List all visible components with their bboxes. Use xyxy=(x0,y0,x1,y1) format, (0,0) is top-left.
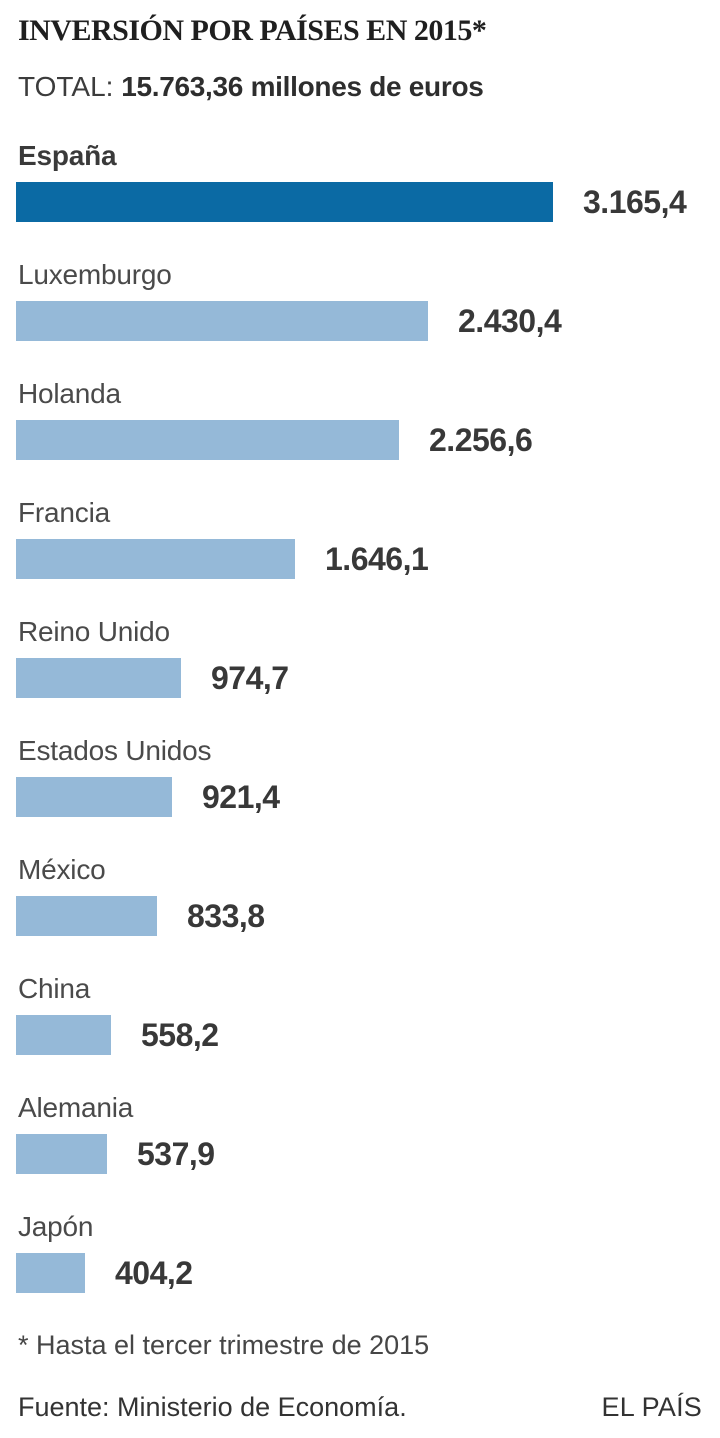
bar-row: Estados Unidos 921,4 xyxy=(16,734,704,817)
bar-value-label: 833,8 xyxy=(187,897,265,934)
bar-value-label: 537,9 xyxy=(137,1135,215,1172)
bar-value-label: 404,2 xyxy=(115,1254,193,1291)
bar xyxy=(16,1134,107,1174)
bar xyxy=(16,301,428,341)
total-line: TOTAL: 15.763,36 millones de euros xyxy=(18,70,704,103)
bar xyxy=(16,777,172,817)
source-row: Fuente: Ministerio de Economía. EL PAÍS xyxy=(18,1392,702,1423)
bar xyxy=(16,539,295,579)
chart-title: INVERSIÓN POR PAÍSES EN 2015* xyxy=(18,14,487,47)
bar-category-label: Alemania xyxy=(18,1092,134,1123)
bar-value-label: 974,7 xyxy=(211,659,289,696)
bar-category-label: México xyxy=(18,854,106,885)
bar-value-label: 921,4 xyxy=(202,778,280,815)
bar xyxy=(16,1015,111,1055)
bar-category-label: Luxemburgo xyxy=(18,259,172,290)
bar-line: 974,7 xyxy=(16,658,704,698)
bar-row: México 833,8 xyxy=(16,853,704,936)
bar-line: 404,2 xyxy=(16,1253,704,1293)
bar xyxy=(16,658,181,698)
bar-row: Alemania 537,9 xyxy=(16,1091,704,1174)
total-value: 15.763,36 millones de euros xyxy=(121,71,484,102)
bar-category-label: España xyxy=(18,140,117,171)
bar-line: 921,4 xyxy=(16,777,704,817)
bar-row: Japón 404,2 xyxy=(16,1210,704,1293)
brand-logo: EL PAÍS xyxy=(601,1392,702,1422)
bar-category-label: Estados Unidos xyxy=(18,735,212,766)
bar-row: Francia 1.646,1 xyxy=(16,496,704,579)
total-label: TOTAL: xyxy=(18,71,114,102)
bar xyxy=(16,420,399,460)
bar-line: 3.165,4 xyxy=(16,182,704,222)
bar-category-label: China xyxy=(18,973,91,1004)
bar-row: China 558,2 xyxy=(16,972,704,1055)
bar-category-label: Japón xyxy=(18,1211,94,1242)
bar-value-label: 1.646,1 xyxy=(325,540,429,577)
bar-category-label: Francia xyxy=(18,497,110,528)
bar-value-label: 558,2 xyxy=(141,1016,219,1053)
bar-value-label: 3.165,4 xyxy=(583,183,687,220)
chart-footnote: * Hasta el tercer trimestre de 2015 xyxy=(18,1330,430,1360)
bar xyxy=(16,182,553,222)
bar-line: 833,8 xyxy=(16,896,704,936)
bar-line: 2.430,4 xyxy=(16,301,704,341)
bar-line: 558,2 xyxy=(16,1015,704,1055)
bar-chart: España 3.165,4 Luxemburgo 2.430,4 Holand… xyxy=(16,139,704,1293)
bar-value-label: 2.256,6 xyxy=(429,421,533,458)
bar-row: Reino Unido 974,7 xyxy=(16,615,704,698)
bar-category-label: Reino Unido xyxy=(18,616,170,647)
bar-row: España 3.165,4 xyxy=(16,139,704,222)
source-text: Fuente: Ministerio de Economía. xyxy=(18,1392,407,1422)
bar-line: 2.256,6 xyxy=(16,420,704,460)
bar-value-label: 2.430,4 xyxy=(458,302,562,339)
bar xyxy=(16,896,157,936)
bar-line: 1.646,1 xyxy=(16,539,704,579)
bar xyxy=(16,1253,85,1293)
bar-row: Holanda 2.256,6 xyxy=(16,377,704,460)
bar-category-label: Holanda xyxy=(18,378,121,409)
bar-row: Luxemburgo 2.430,4 xyxy=(16,258,704,341)
bar-line: 537,9 xyxy=(16,1134,704,1174)
